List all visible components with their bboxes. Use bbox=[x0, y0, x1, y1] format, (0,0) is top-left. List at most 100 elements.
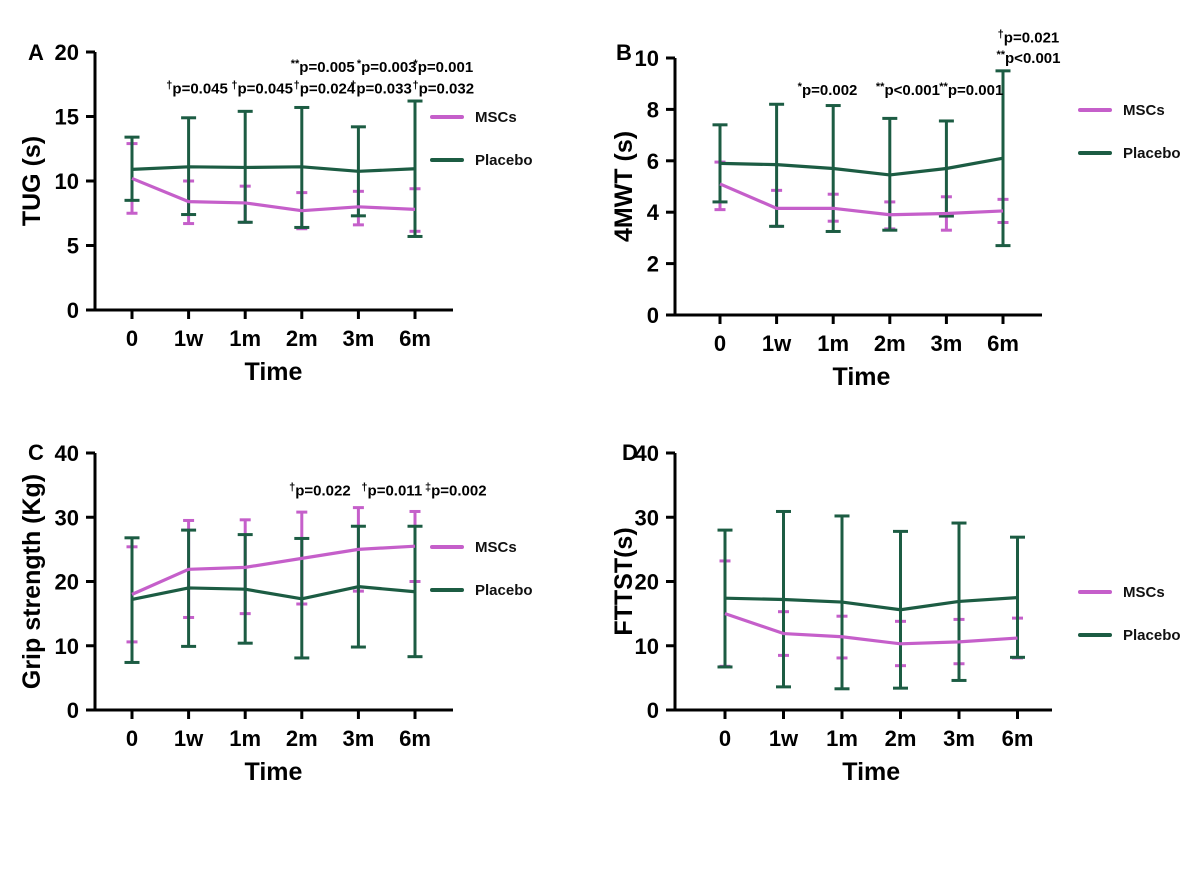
placebo-line bbox=[131, 165, 416, 173]
y-tick-label: 10 bbox=[55, 634, 79, 659]
x-tick-label: 1m bbox=[817, 331, 849, 356]
y-tick-label: 0 bbox=[67, 698, 79, 723]
x-tick-label: 2m bbox=[885, 726, 917, 751]
x-tick-label: 3m bbox=[343, 326, 375, 351]
x-axis-label: Time bbox=[245, 758, 303, 786]
p-value-annotation: †p=0.011 bbox=[361, 481, 422, 499]
mscs-line bbox=[131, 544, 416, 596]
y-axis: 0 5 10 15 20 TUG (s) bbox=[18, 40, 97, 323]
y-tick-label: 20 bbox=[55, 570, 79, 595]
mscs-error-bars bbox=[719, 559, 1023, 668]
panel-a-letter: A bbox=[28, 40, 44, 65]
y-tick-label: 5 bbox=[67, 234, 79, 259]
p-value-annotation: †p=0.032 bbox=[413, 79, 475, 97]
p-value-annotation: ‡p=0.002 bbox=[425, 481, 487, 499]
y-tick-label: 20 bbox=[635, 570, 659, 595]
p-value-annotation: **p=0.005 bbox=[291, 58, 355, 76]
x-tick-label: 6m bbox=[399, 726, 431, 751]
legend-label-mscs: MSCs bbox=[475, 108, 517, 126]
legend-item-placebo: Placebo bbox=[430, 151, 533, 169]
y-tick-label: 6 bbox=[647, 149, 659, 174]
mscs-error-bars bbox=[126, 506, 421, 644]
placebo-line-swatch bbox=[1078, 151, 1112, 155]
p-value-annotation: †p=0.024 bbox=[294, 79, 356, 97]
x-tick-label: 6m bbox=[399, 326, 431, 351]
p-value-annotation: **p<0.001 bbox=[996, 49, 1060, 67]
panel-c-legend: MSCs Placebo bbox=[430, 538, 533, 624]
legend-label-mscs: MSCs bbox=[1123, 101, 1165, 119]
x-tick-label: 0 bbox=[126, 726, 138, 751]
x-axis: 0 1w 1m 2m 3m 6m Time bbox=[94, 308, 453, 386]
x-axis-label: Time bbox=[842, 758, 900, 786]
y-tick-label: 20 bbox=[55, 40, 79, 65]
x-axis-label: Time bbox=[833, 363, 891, 391]
placebo-line bbox=[131, 585, 416, 602]
legend-item-mscs: MSCs bbox=[430, 538, 533, 556]
placebo-line-swatch bbox=[430, 588, 464, 592]
y-tick-label: 8 bbox=[647, 97, 659, 122]
panel-b-legend: MSCs Placebo bbox=[1078, 101, 1181, 187]
x-tick-label: 3m bbox=[343, 726, 375, 751]
y-tick-label: 10 bbox=[635, 46, 659, 71]
legend-label-placebo: Placebo bbox=[475, 151, 533, 169]
y-tick-label: 10 bbox=[55, 169, 79, 194]
y-axis-label: 4MWT (s) bbox=[610, 131, 638, 242]
x-tick-label: 1m bbox=[229, 726, 261, 751]
legend-label-mscs: MSCs bbox=[475, 538, 517, 556]
p-value-annotation: †p=0.022 bbox=[289, 481, 351, 499]
y-tick-label: 0 bbox=[67, 298, 79, 323]
mscs-line-swatch bbox=[430, 115, 464, 119]
panel-d-legend: MSCs Placebo bbox=[1078, 583, 1181, 669]
p-value-annotation: †p=0.045 bbox=[231, 79, 293, 97]
legend-label-placebo: Placebo bbox=[475, 581, 533, 599]
legend-item-mscs: MSCs bbox=[1078, 583, 1181, 601]
x-tick-label: 0 bbox=[714, 331, 726, 356]
mscs-line bbox=[131, 176, 416, 213]
annotations: **p=0.005 *p=0.003*p=0.001 †p=0.045 †p=0.04… bbox=[166, 58, 474, 97]
mscs-line bbox=[724, 612, 1018, 646]
p-value-annotation: †p=0.021 bbox=[998, 29, 1060, 47]
annotations: †p=0.022 †p=0.011 ‡p=0.002 bbox=[289, 481, 486, 499]
y-tick-label: 2 bbox=[647, 252, 659, 277]
mscs-line bbox=[719, 182, 1004, 217]
panel-c-letter: C bbox=[28, 440, 44, 465]
legend-item-placebo: Placebo bbox=[1078, 144, 1181, 162]
y-tick-label: 10 bbox=[635, 634, 659, 659]
x-tick-label: 0 bbox=[719, 726, 731, 751]
y-tick-label: 30 bbox=[55, 505, 79, 530]
x-tick-label: 1w bbox=[769, 726, 799, 751]
p-value-annotation: **p<0.001 bbox=[876, 81, 940, 99]
x-axis: 0 1w 1m 2m 3m 6m Time bbox=[674, 313, 1042, 391]
placebo-line bbox=[724, 595, 1018, 612]
x-tick-label: 6m bbox=[987, 331, 1019, 356]
y-axis-label: FTTST(s) bbox=[610, 527, 638, 635]
y-axis: 0 10 20 30 40 Grip strength (Kg) bbox=[18, 441, 97, 723]
x-tick-label: 1w bbox=[174, 326, 204, 351]
y-axis: 0 10 20 30 40 FTTST(s) bbox=[610, 441, 677, 723]
y-tick-label: 4 bbox=[647, 200, 660, 225]
y-axis-label: TUG (s) bbox=[18, 136, 46, 226]
y-tick-label: 0 bbox=[647, 698, 659, 723]
mscs-line-swatch bbox=[1078, 108, 1112, 112]
p-value-annotation: *p=0.003 bbox=[357, 58, 417, 76]
panel-a-legend: MSCs Placebo bbox=[430, 108, 533, 194]
p-value-annotation: **p=0.001 bbox=[939, 81, 1003, 99]
y-axis: 0 2 4 6 8 10 4MWT (s) bbox=[610, 46, 677, 328]
x-tick-label: 2m bbox=[874, 331, 906, 356]
x-tick-label: 2m bbox=[286, 726, 318, 751]
legend-item-placebo: Placebo bbox=[1078, 626, 1181, 644]
p-value-annotation: †p=0.045 bbox=[166, 79, 228, 97]
x-tick-label: 1m bbox=[826, 726, 858, 751]
x-tick-label: 3m bbox=[943, 726, 975, 751]
x-tick-label: 1w bbox=[762, 331, 792, 356]
y-tick-label: 15 bbox=[55, 105, 79, 130]
mscs-error-bars bbox=[126, 142, 421, 233]
annotations: *p=0.002 **p<0.001 **p=0.001†p=0.021**p<0.… bbox=[798, 29, 1061, 99]
y-tick-label: 40 bbox=[55, 441, 79, 466]
panel-d-chart: 0 10 20 30 40 FTTST(s) 0 1w 1m 2m 3m 6m Time bbox=[610, 441, 1052, 786]
x-axis-label: Time bbox=[245, 358, 303, 386]
p-value-annotation: †p=0.033 bbox=[350, 79, 412, 97]
placebo-line bbox=[719, 156, 1004, 177]
